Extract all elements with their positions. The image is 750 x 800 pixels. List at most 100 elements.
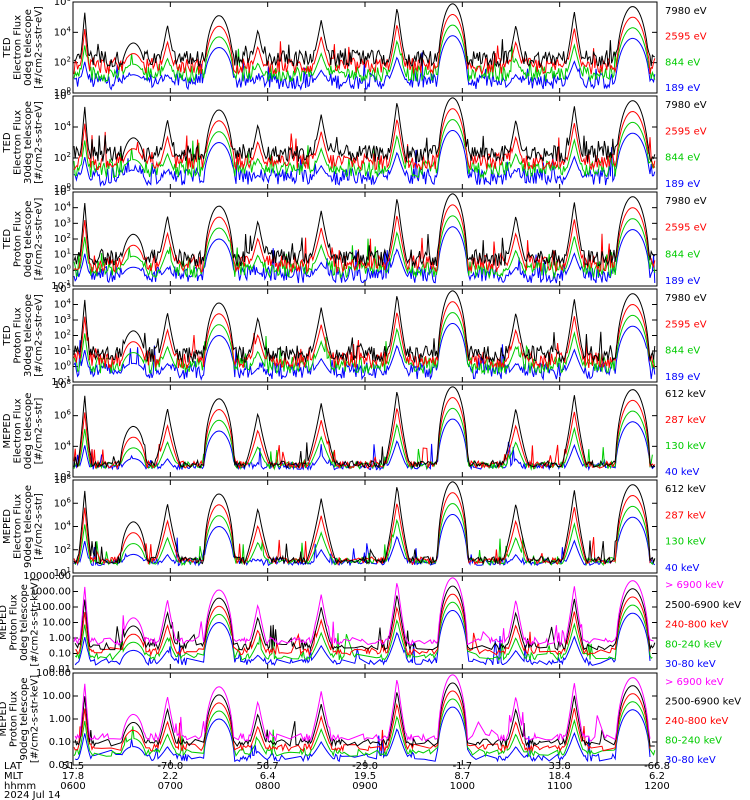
x-tick-label: 0800 — [255, 781, 280, 792]
legend-entry: 2595 eV — [665, 32, 707, 43]
series-trace — [73, 226, 656, 284]
y-tick-label: 108 — [54, 378, 71, 391]
x-tick-label: 1000 — [450, 781, 475, 792]
legend-entry: 844 eV — [665, 153, 700, 164]
x-row-label: hhmm — [4, 781, 36, 792]
legend-entry: > 6900 keV — [665, 580, 724, 591]
y-axis-label: MEPEDProton Flux0deg telescope[#/cm2-s-s… — [0, 578, 41, 666]
y-axis-label: MEPEDProton Flux90deg telescope[#/cm2-s-… — [0, 675, 41, 763]
legend-entry: 287 keV — [665, 510, 706, 521]
x-tick-label: 0900 — [352, 781, 377, 792]
x-tick-label: 2.2 — [162, 771, 178, 782]
date-label: 2024 Jul 14 — [4, 790, 61, 800]
series-trace — [73, 386, 656, 469]
legend-entry: 240-800 keV — [665, 716, 729, 727]
legend-entry: 40 keV — [665, 467, 699, 478]
y-axis-label: TEDProton Flux0deg telescope[#/cm2-s-str… — [2, 198, 45, 281]
x-axis-footer: LAT 51.5 -70.0 56.7 -29.0 -1.7 33.8 -66.8 MLT 17.… — [4, 761, 670, 800]
legend-entry: 80-240 keV — [665, 736, 722, 747]
y-tick-label: 10.00 — [42, 691, 71, 702]
y-tick-label: 10.00 — [42, 618, 71, 629]
series-trace — [74, 585, 656, 651]
x-tick-label: 17.8 — [62, 771, 84, 782]
legend-entry: 2595 eV — [665, 319, 707, 330]
x-tick-label: -70.0 — [157, 761, 183, 772]
x-tick-label: 51.5 — [62, 761, 84, 772]
series-trace — [73, 290, 656, 364]
series-trace — [73, 577, 654, 646]
series-trace — [73, 215, 656, 280]
x-row-label: MLT — [4, 771, 24, 782]
series-trace — [73, 3, 655, 69]
y-tick-label: 1.00 — [49, 633, 71, 644]
y-tick-label: 106 — [54, 409, 72, 422]
panel-frame — [72, 672, 658, 766]
x-tick-label: -66.8 — [644, 761, 670, 772]
y-tick-label: 1.00 — [49, 714, 71, 725]
y-tick-label: 104 — [54, 298, 72, 311]
x-tick-label: 6.2 — [649, 771, 665, 782]
legend-entry: 80-240 keV — [665, 639, 722, 650]
legend-entry: > 6900 keV — [665, 677, 724, 688]
legend-entry: 2595 eV — [665, 223, 707, 234]
y-axis-label: TEDProton Flux30deg telescope[#/cm2-s-st… — [2, 294, 45, 377]
y-tick-label: 100.00 — [36, 602, 71, 613]
legend-entry: 189 eV — [665, 276, 700, 287]
y-tick-label: 106 — [54, 496, 72, 509]
legend-entry: 30-80 keV — [665, 755, 716, 766]
series-trace — [73, 323, 656, 381]
x-tick-label: 33.8 — [549, 761, 571, 772]
series-trace — [73, 690, 651, 753]
series-trace — [73, 397, 656, 470]
legend-entry: 189 eV — [665, 179, 700, 190]
x-tick-label: 19.5 — [354, 771, 376, 782]
legend-entry: 40 keV — [665, 563, 699, 574]
series-trace — [74, 674, 651, 742]
panel-7: 0.01 0.10 1.00 10.00 100.00 1000.00 10000.00ME… — [0, 571, 741, 675]
y-tick-label: 102 — [54, 151, 71, 164]
legend-entry: 2500-6900 keV — [665, 697, 741, 708]
series-trace — [73, 492, 652, 567]
legend-entry: 844 eV — [665, 57, 700, 68]
y-tick-label: 103 — [54, 313, 71, 326]
y-tick-label: 0.10 — [49, 737, 71, 748]
legend-entry: 130 keV — [665, 441, 706, 452]
panel-frame — [72, 575, 658, 670]
x-tick-label: 1200 — [644, 781, 669, 792]
legend-entry: 612 keV — [665, 484, 706, 495]
y-tick-label: 0.01 — [49, 664, 71, 675]
y-tick-label: 105 — [54, 282, 71, 295]
x-tick-label: 0700 — [158, 781, 183, 792]
legend-entry: 612 keV — [665, 389, 706, 400]
x-tick-label: -1.7 — [453, 761, 473, 772]
legend-entry: 287 keV — [665, 415, 706, 426]
series-trace — [73, 97, 656, 163]
y-tick-label: 105 — [54, 185, 71, 198]
y-tick-label: 106 — [54, 89, 72, 102]
series-trace — [73, 130, 656, 188]
legend-entry: 2500-6900 keV — [665, 600, 741, 611]
y-tick-label: 104 — [54, 439, 72, 452]
legend-entry: 2595 eV — [665, 126, 707, 137]
y-tick-label: 100 — [54, 263, 71, 276]
legend-entry: 844 eV — [665, 346, 700, 357]
y-axis-label: MEPEDElectron Flux90deg telescope[#/cm2-… — [2, 485, 45, 568]
series-trace — [73, 481, 656, 566]
chart-panels: 100 102 104 106 TEDElectron Flux0deg telesco… — [0, 0, 741, 771]
series-trace — [74, 682, 655, 748]
y-tick-label: 1000.00 — [30, 587, 71, 598]
y-tick-label: 104 — [54, 120, 72, 133]
y-axis-label: TEDElectron Flux30deg telescope[#/cm2-s-… — [2, 101, 45, 184]
series-trace — [74, 503, 656, 567]
series-trace — [73, 301, 656, 370]
y-tick-label: 102 — [54, 543, 71, 556]
legend-entry: 7980 eV — [665, 100, 707, 111]
x-tick-label: -29.0 — [352, 761, 378, 772]
y-tick-label: 104 — [54, 201, 72, 214]
